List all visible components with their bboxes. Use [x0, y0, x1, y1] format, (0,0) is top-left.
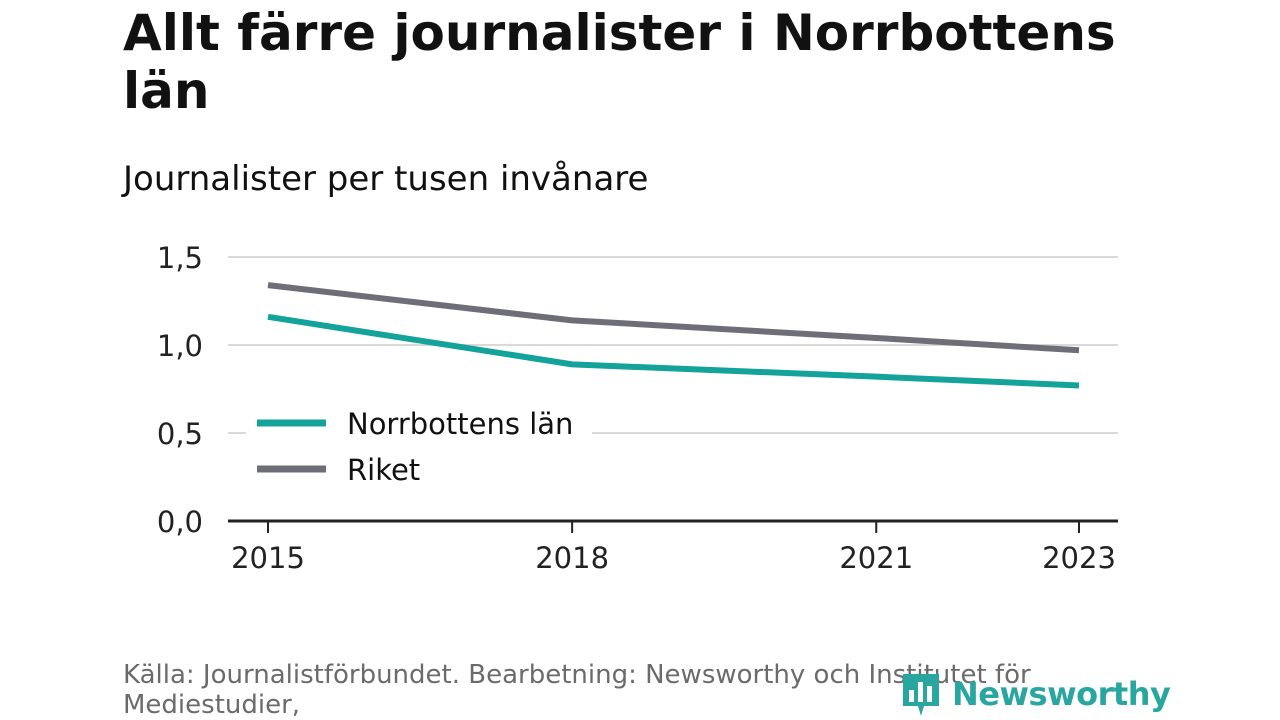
y-tick-label: 1,0 — [157, 329, 203, 363]
x-axis: 2015 2018 2021 2023 — [228, 519, 1118, 575]
x-tick-label: 2021 — [839, 541, 913, 575]
legend-background — [246, 398, 592, 498]
x-tick-label: 2018 — [535, 541, 609, 575]
legend-label: Norrbottens län — [347, 407, 573, 441]
series-line-riket — [267, 282, 1080, 354]
series-line-norrbottens-l-n — [267, 313, 1080, 389]
newsworthy-chart-icon — [903, 674, 939, 716]
y-tick-label: 1,5 — [157, 241, 203, 275]
logo-text: Newsworthy — [952, 675, 1171, 713]
chart-subtitle: Journalister per tusen invånare — [123, 159, 649, 199]
x-tick-label: 2015 — [231, 541, 305, 575]
y-tick-label: 0,5 — [157, 417, 203, 451]
x-tick-label: 2023 — [1042, 541, 1116, 575]
legend: Norrbottens län Riket — [246, 398, 592, 498]
y-tick-label: 0,0 — [157, 505, 203, 539]
series-lines — [267, 282, 1080, 389]
newsworthy-logo: Newsworthy — [900, 668, 1171, 720]
y-axis-ticks: 0,0 0,5 1,0 1,5 — [157, 241, 203, 539]
chart-title: Allt färre journalister i Norrbottens lä… — [123, 4, 1116, 120]
source-note: Källa: Journalistförbundet. Bearbetning:… — [123, 660, 1031, 720]
legend-label: Riket — [347, 453, 420, 487]
